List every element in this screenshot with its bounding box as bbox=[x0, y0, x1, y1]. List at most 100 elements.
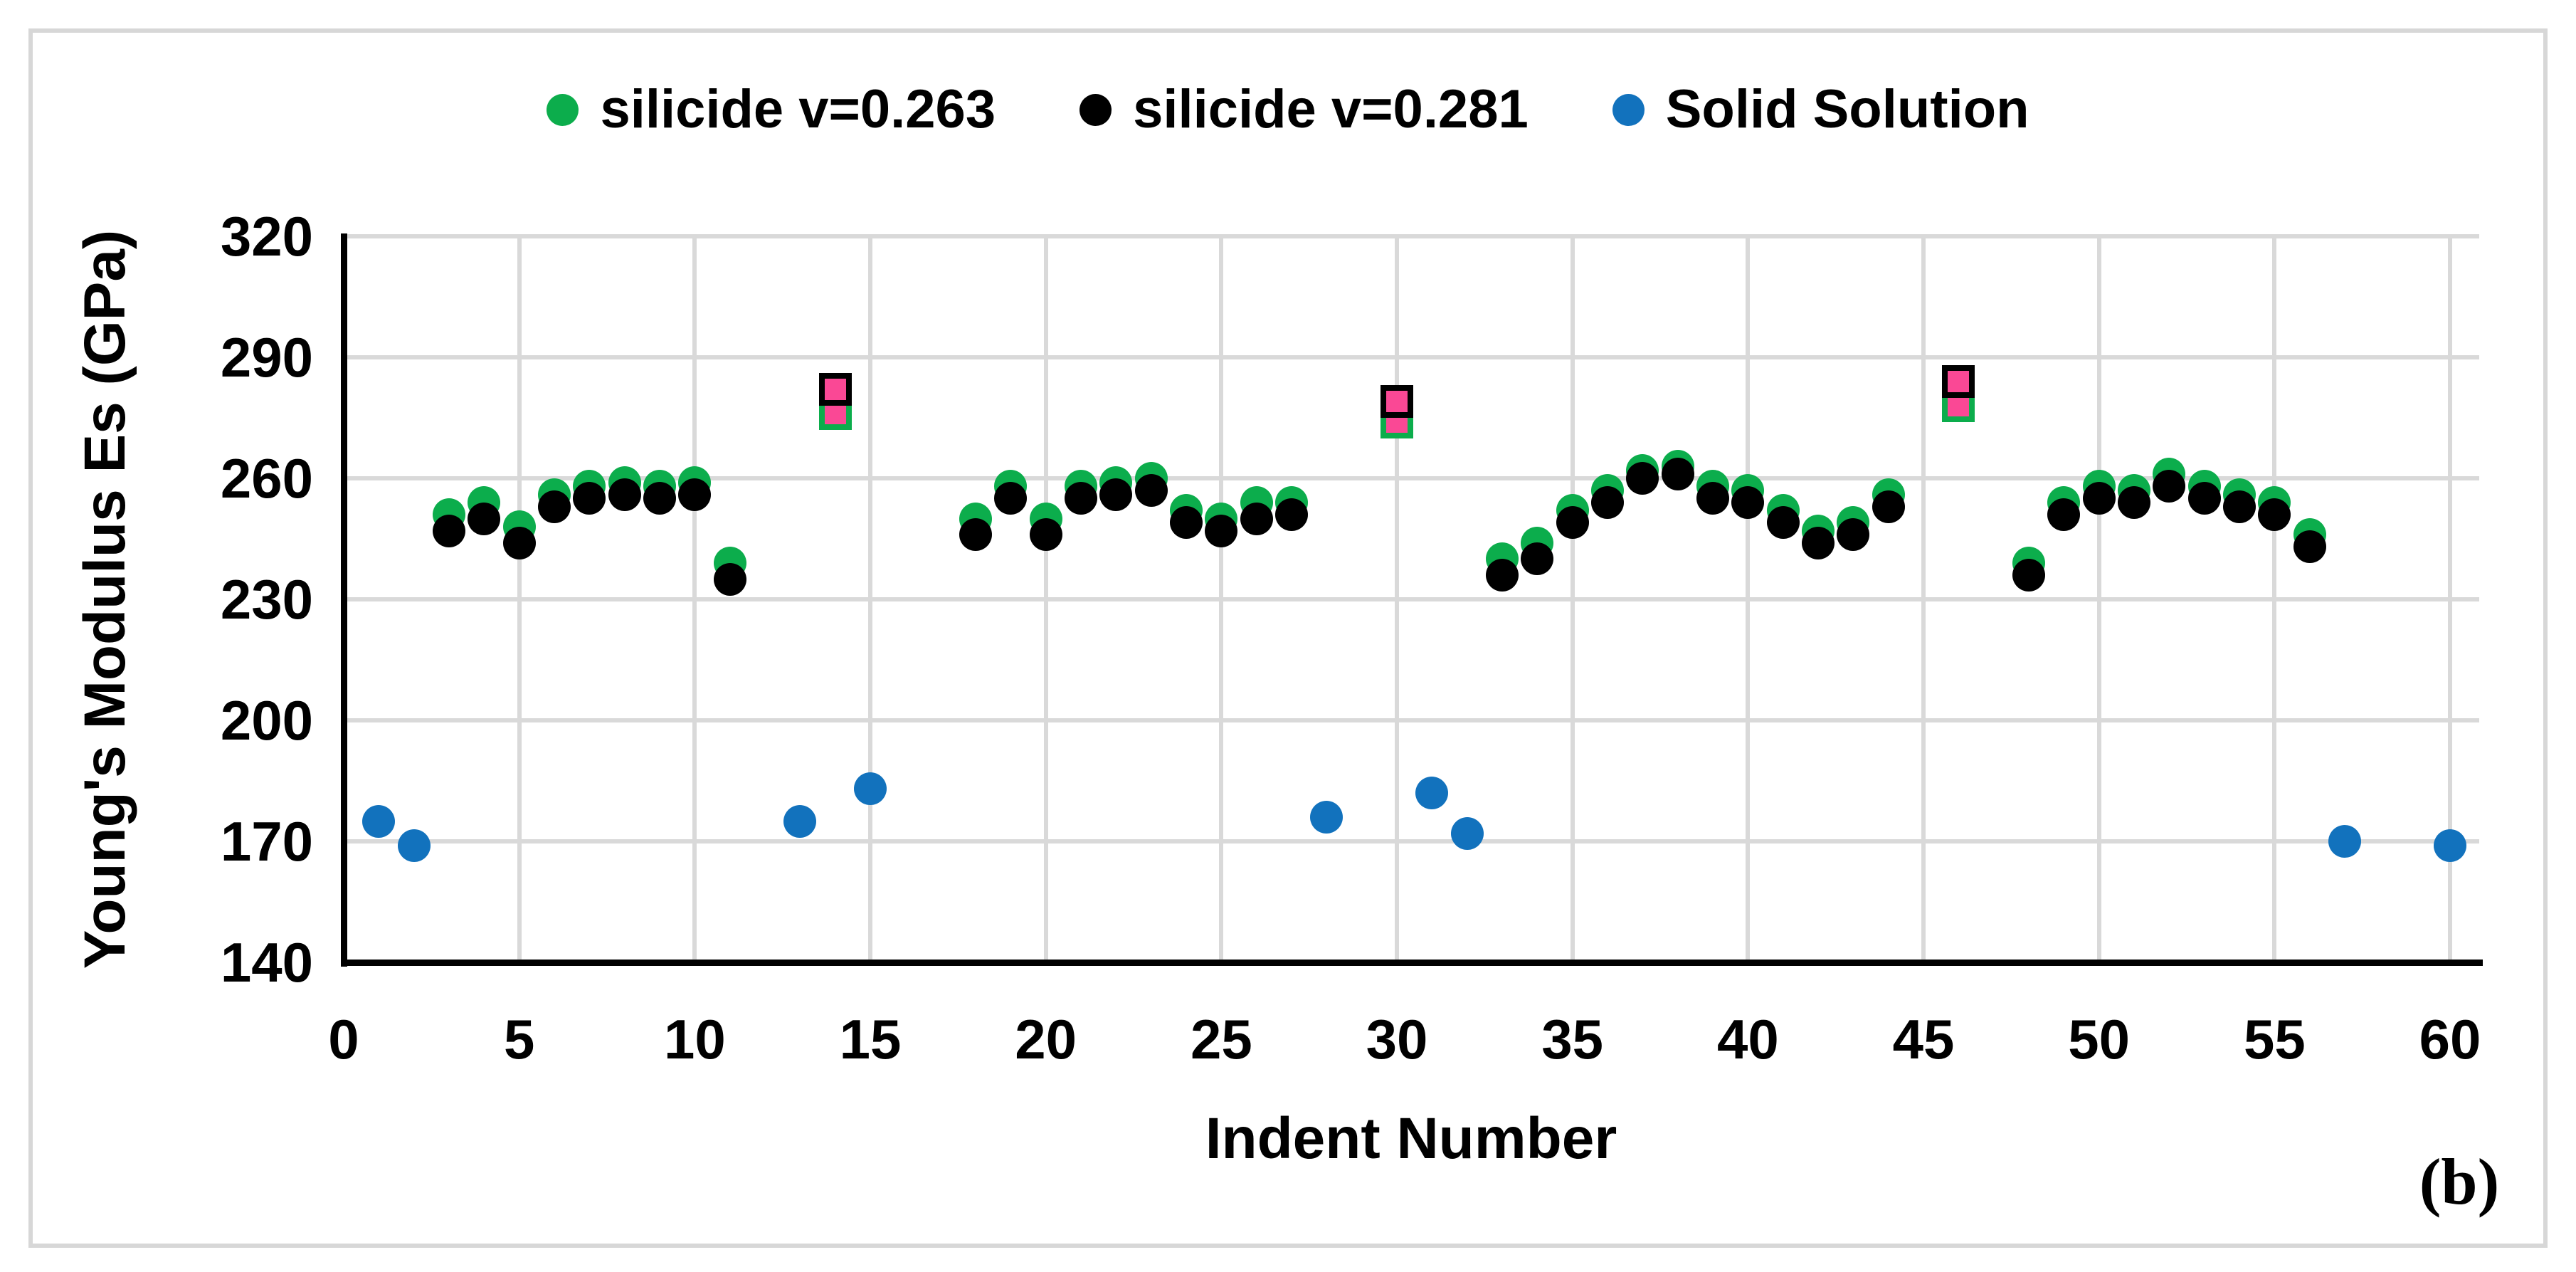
h-gridline bbox=[344, 234, 2479, 238]
marker-silicide-v0281 bbox=[1029, 518, 1062, 552]
marker-solid-solution bbox=[853, 772, 887, 806]
v-gridline bbox=[1921, 236, 1926, 962]
x-tick-label: 5 bbox=[503, 1008, 535, 1071]
marker-silicide-v0281 bbox=[608, 478, 641, 511]
marker-silicide-v0281 bbox=[959, 518, 992, 552]
v-gridline bbox=[1394, 236, 1399, 962]
marker-silicide-v0281 bbox=[1240, 502, 1273, 535]
figure-border bbox=[28, 28, 2548, 1248]
marker-solid-solution bbox=[2433, 829, 2466, 862]
marker-silicide-v0281 bbox=[994, 482, 1028, 515]
marker-silicide-v0281 bbox=[643, 482, 676, 515]
marker-silicide-v0281 bbox=[537, 490, 571, 523]
legend-marker-green-icon bbox=[547, 93, 579, 126]
marker-silicide-v0281 bbox=[2222, 490, 2256, 523]
y-tick-label: 230 bbox=[220, 568, 313, 631]
marker-silicide-v0281 bbox=[1626, 462, 1659, 495]
marker-solid-solution bbox=[1415, 777, 1449, 809]
x-tick-label: 40 bbox=[1716, 1008, 1779, 1071]
marker-silicide-v0281 bbox=[1556, 506, 1589, 540]
x-tick-label: 55 bbox=[2243, 1008, 2306, 1071]
v-gridline bbox=[1746, 236, 1751, 962]
y-axis-line bbox=[341, 233, 347, 967]
marker-silicide-v0281 bbox=[1099, 478, 1133, 511]
y-tick-label: 260 bbox=[220, 447, 313, 510]
marker-silicide-v0281 bbox=[1731, 486, 1765, 519]
marker-silicide-v0281 bbox=[1521, 542, 1554, 576]
marker-silicide-v0281 bbox=[1837, 518, 1870, 552]
marker-silicide-v0281 bbox=[1274, 498, 1308, 531]
x-axis-title: Indent Number bbox=[1205, 1106, 1617, 1171]
h-gridline bbox=[344, 597, 2479, 601]
marker-silicide-v0281 bbox=[1590, 486, 1624, 519]
legend-item-silicide-v0263: silicide v=0.263 bbox=[547, 83, 996, 137]
x-axis-line bbox=[341, 960, 2483, 966]
marker-silicide-v0281 bbox=[573, 482, 606, 515]
marker-silicide-v0281 bbox=[1205, 514, 1238, 547]
marker-silicide-v0281 bbox=[2117, 486, 2150, 519]
v-gridline bbox=[1043, 236, 1048, 962]
marker-silicide-v0281 bbox=[502, 526, 536, 559]
v-gridline bbox=[2096, 236, 2101, 962]
x-tick-label: 50 bbox=[2068, 1008, 2131, 1071]
x-tick-label: 45 bbox=[1892, 1008, 1955, 1071]
marker-silicide-v0281 bbox=[678, 478, 712, 511]
marker-silicide-v0281 bbox=[1485, 559, 1519, 592]
marker-silicide-v0281 bbox=[1064, 482, 1097, 515]
legend-item-silicide-v0281: silicide v=0.281 bbox=[1080, 83, 1529, 137]
y-axis-title: Young's Modulus Es (GPa) bbox=[73, 229, 137, 969]
h-gridline bbox=[344, 839, 2479, 843]
marker-silicide-v0281 bbox=[2293, 530, 2326, 564]
v-gridline bbox=[1570, 236, 1575, 962]
v-gridline bbox=[867, 236, 872, 962]
v-gridline bbox=[1219, 236, 1224, 962]
v-gridline bbox=[517, 236, 522, 962]
v-gridline bbox=[2447, 236, 2452, 962]
x-tick-label: 10 bbox=[663, 1008, 726, 1071]
legend-marker-black-icon bbox=[1080, 93, 1112, 126]
marker-solid-solution bbox=[1310, 801, 1344, 834]
h-gridline bbox=[344, 718, 2479, 722]
marker-silicide-v0281 bbox=[2012, 559, 2045, 592]
y-tick-label: 140 bbox=[220, 931, 313, 994]
marker-silicide-v0281 bbox=[1169, 506, 1203, 540]
marker-solid-solution bbox=[362, 804, 396, 838]
marker-silicide-v0281-flagged bbox=[818, 373, 852, 406]
marker-silicide-v0281 bbox=[1134, 474, 1168, 507]
marker-solid-solution bbox=[783, 804, 817, 838]
marker-silicide-v0281 bbox=[2082, 482, 2116, 515]
y-tick-label: 320 bbox=[220, 205, 313, 268]
legend-label: silicide v=0.281 bbox=[1133, 79, 1529, 140]
marker-solid-solution bbox=[1450, 816, 1484, 850]
v-gridline bbox=[692, 236, 697, 962]
h-gridline bbox=[344, 476, 2479, 480]
marker-silicide-v0281 bbox=[432, 514, 465, 547]
marker-silicide-v0281 bbox=[2153, 470, 2186, 503]
marker-silicide-v0281 bbox=[1696, 482, 1729, 515]
legend-label: silicide v=0.263 bbox=[600, 79, 996, 140]
marker-silicide-v0281 bbox=[1801, 526, 1835, 559]
v-gridline bbox=[2272, 236, 2277, 962]
marker-solid-solution bbox=[397, 829, 431, 862]
legend-marker-blue-icon bbox=[1612, 93, 1645, 126]
x-tick-label: 20 bbox=[1015, 1008, 1077, 1071]
legend-label: Solid Solution bbox=[1665, 79, 2029, 140]
x-tick-label: 35 bbox=[1541, 1008, 1604, 1071]
marker-silicide-v0281 bbox=[1766, 506, 1800, 540]
marker-silicide-v0281 bbox=[713, 562, 746, 596]
y-tick-label: 170 bbox=[220, 810, 313, 873]
marker-silicide-v0281 bbox=[2187, 482, 2221, 515]
h-gridline bbox=[344, 355, 2479, 359]
x-tick-label: 30 bbox=[1366, 1008, 1428, 1071]
x-tick-label: 60 bbox=[2419, 1008, 2481, 1071]
marker-silicide-v0281-flagged bbox=[1380, 385, 1413, 419]
marker-silicide-v0281-flagged bbox=[1942, 365, 1975, 398]
x-tick-label: 15 bbox=[839, 1008, 902, 1071]
legend-item-solid-solution: Solid Solution bbox=[1612, 83, 2029, 137]
legend: silicide v=0.263 silicide v=0.281 Solid … bbox=[0, 83, 2576, 137]
y-tick-label: 200 bbox=[220, 689, 313, 752]
x-tick-label: 25 bbox=[1190, 1008, 1252, 1071]
marker-silicide-v0281 bbox=[2258, 498, 2291, 531]
marker-solid-solution bbox=[2328, 825, 2361, 858]
